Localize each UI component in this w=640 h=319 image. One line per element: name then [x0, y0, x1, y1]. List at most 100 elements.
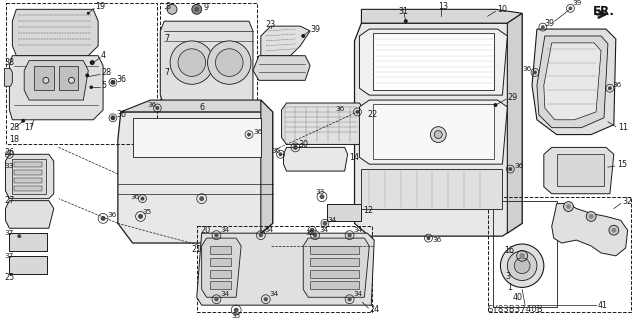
Bar	[10, 233, 47, 251]
Circle shape	[319, 194, 324, 199]
Text: 15: 15	[617, 160, 627, 169]
Polygon shape	[360, 100, 508, 164]
Circle shape	[259, 233, 263, 237]
Circle shape	[493, 103, 497, 107]
Text: 1: 1	[508, 283, 513, 292]
Text: 13: 13	[438, 2, 449, 11]
Text: 16: 16	[504, 246, 515, 256]
Text: 8: 8	[165, 2, 170, 11]
Bar	[362, 169, 502, 209]
Text: 3: 3	[506, 272, 510, 281]
Text: 41: 41	[598, 300, 608, 310]
Polygon shape	[284, 147, 348, 171]
Text: 34: 34	[328, 217, 337, 223]
Circle shape	[586, 211, 596, 221]
Text: 10: 10	[497, 5, 508, 14]
Text: 29: 29	[508, 93, 518, 102]
Polygon shape	[261, 26, 310, 56]
Bar	[488, 197, 630, 312]
Bar	[160, 4, 257, 110]
Circle shape	[564, 202, 573, 211]
Text: 21: 21	[192, 245, 202, 255]
Bar	[327, 204, 362, 221]
Text: 36: 36	[117, 110, 127, 119]
Polygon shape	[544, 43, 601, 120]
Bar	[6, 4, 157, 145]
Circle shape	[500, 244, 544, 287]
Text: 7: 7	[164, 34, 170, 43]
Bar	[10, 256, 47, 274]
Circle shape	[310, 228, 315, 233]
Circle shape	[589, 214, 594, 219]
Circle shape	[355, 110, 360, 114]
Polygon shape	[355, 13, 522, 236]
Text: 36: 36	[117, 75, 127, 84]
Circle shape	[435, 130, 442, 138]
Circle shape	[348, 297, 352, 301]
Text: 25: 25	[4, 273, 15, 282]
Text: SY83B3740B: SY83B3740B	[488, 305, 543, 314]
Bar	[59, 65, 79, 90]
Circle shape	[611, 228, 616, 233]
Polygon shape	[10, 56, 103, 120]
Circle shape	[199, 196, 204, 201]
Circle shape	[214, 233, 219, 237]
Circle shape	[90, 60, 95, 65]
Text: 6: 6	[199, 103, 204, 113]
Circle shape	[404, 19, 408, 23]
Circle shape	[68, 78, 74, 83]
Polygon shape	[202, 238, 241, 297]
Text: 34: 34	[220, 227, 230, 233]
Circle shape	[90, 85, 93, 89]
Text: 24: 24	[369, 305, 380, 314]
Circle shape	[515, 258, 530, 274]
Text: 19: 19	[95, 2, 106, 11]
Circle shape	[192, 4, 202, 14]
Polygon shape	[303, 238, 369, 297]
Text: 23: 23	[266, 20, 276, 29]
Text: 36: 36	[433, 237, 442, 243]
Polygon shape	[160, 21, 253, 105]
Circle shape	[17, 234, 21, 238]
Text: FR.: FR.	[593, 5, 615, 18]
Text: 39: 39	[572, 0, 582, 6]
Text: 37: 37	[4, 230, 13, 236]
Circle shape	[264, 297, 268, 301]
Bar	[12, 159, 46, 194]
Polygon shape	[12, 9, 98, 56]
Polygon shape	[360, 29, 508, 95]
Text: 33: 33	[4, 163, 13, 169]
Bar	[310, 246, 360, 254]
Circle shape	[508, 251, 537, 280]
Bar	[493, 201, 557, 307]
Circle shape	[156, 106, 159, 110]
Circle shape	[293, 145, 298, 150]
Circle shape	[609, 225, 619, 235]
Bar	[14, 186, 42, 191]
Circle shape	[568, 6, 572, 10]
Text: 36: 36	[613, 82, 622, 88]
Bar	[14, 162, 42, 167]
Bar	[209, 281, 231, 289]
Text: 26: 26	[4, 148, 15, 157]
Bar	[557, 154, 604, 186]
Bar	[310, 258, 360, 266]
Text: 38: 38	[4, 58, 15, 67]
Text: 18: 18	[10, 135, 19, 144]
Circle shape	[566, 204, 571, 209]
Bar	[209, 246, 231, 254]
Circle shape	[141, 197, 145, 201]
Text: 5: 5	[101, 81, 106, 90]
Polygon shape	[544, 147, 614, 194]
Circle shape	[207, 41, 251, 84]
Polygon shape	[121, 100, 273, 112]
Text: 7: 7	[164, 68, 170, 77]
Text: 36: 36	[253, 129, 262, 135]
Text: 34: 34	[319, 227, 328, 233]
Bar	[132, 118, 261, 157]
Text: 27: 27	[4, 196, 15, 205]
Circle shape	[167, 4, 177, 14]
Text: 36: 36	[522, 66, 531, 72]
Text: 36: 36	[335, 106, 345, 112]
Circle shape	[608, 86, 612, 90]
